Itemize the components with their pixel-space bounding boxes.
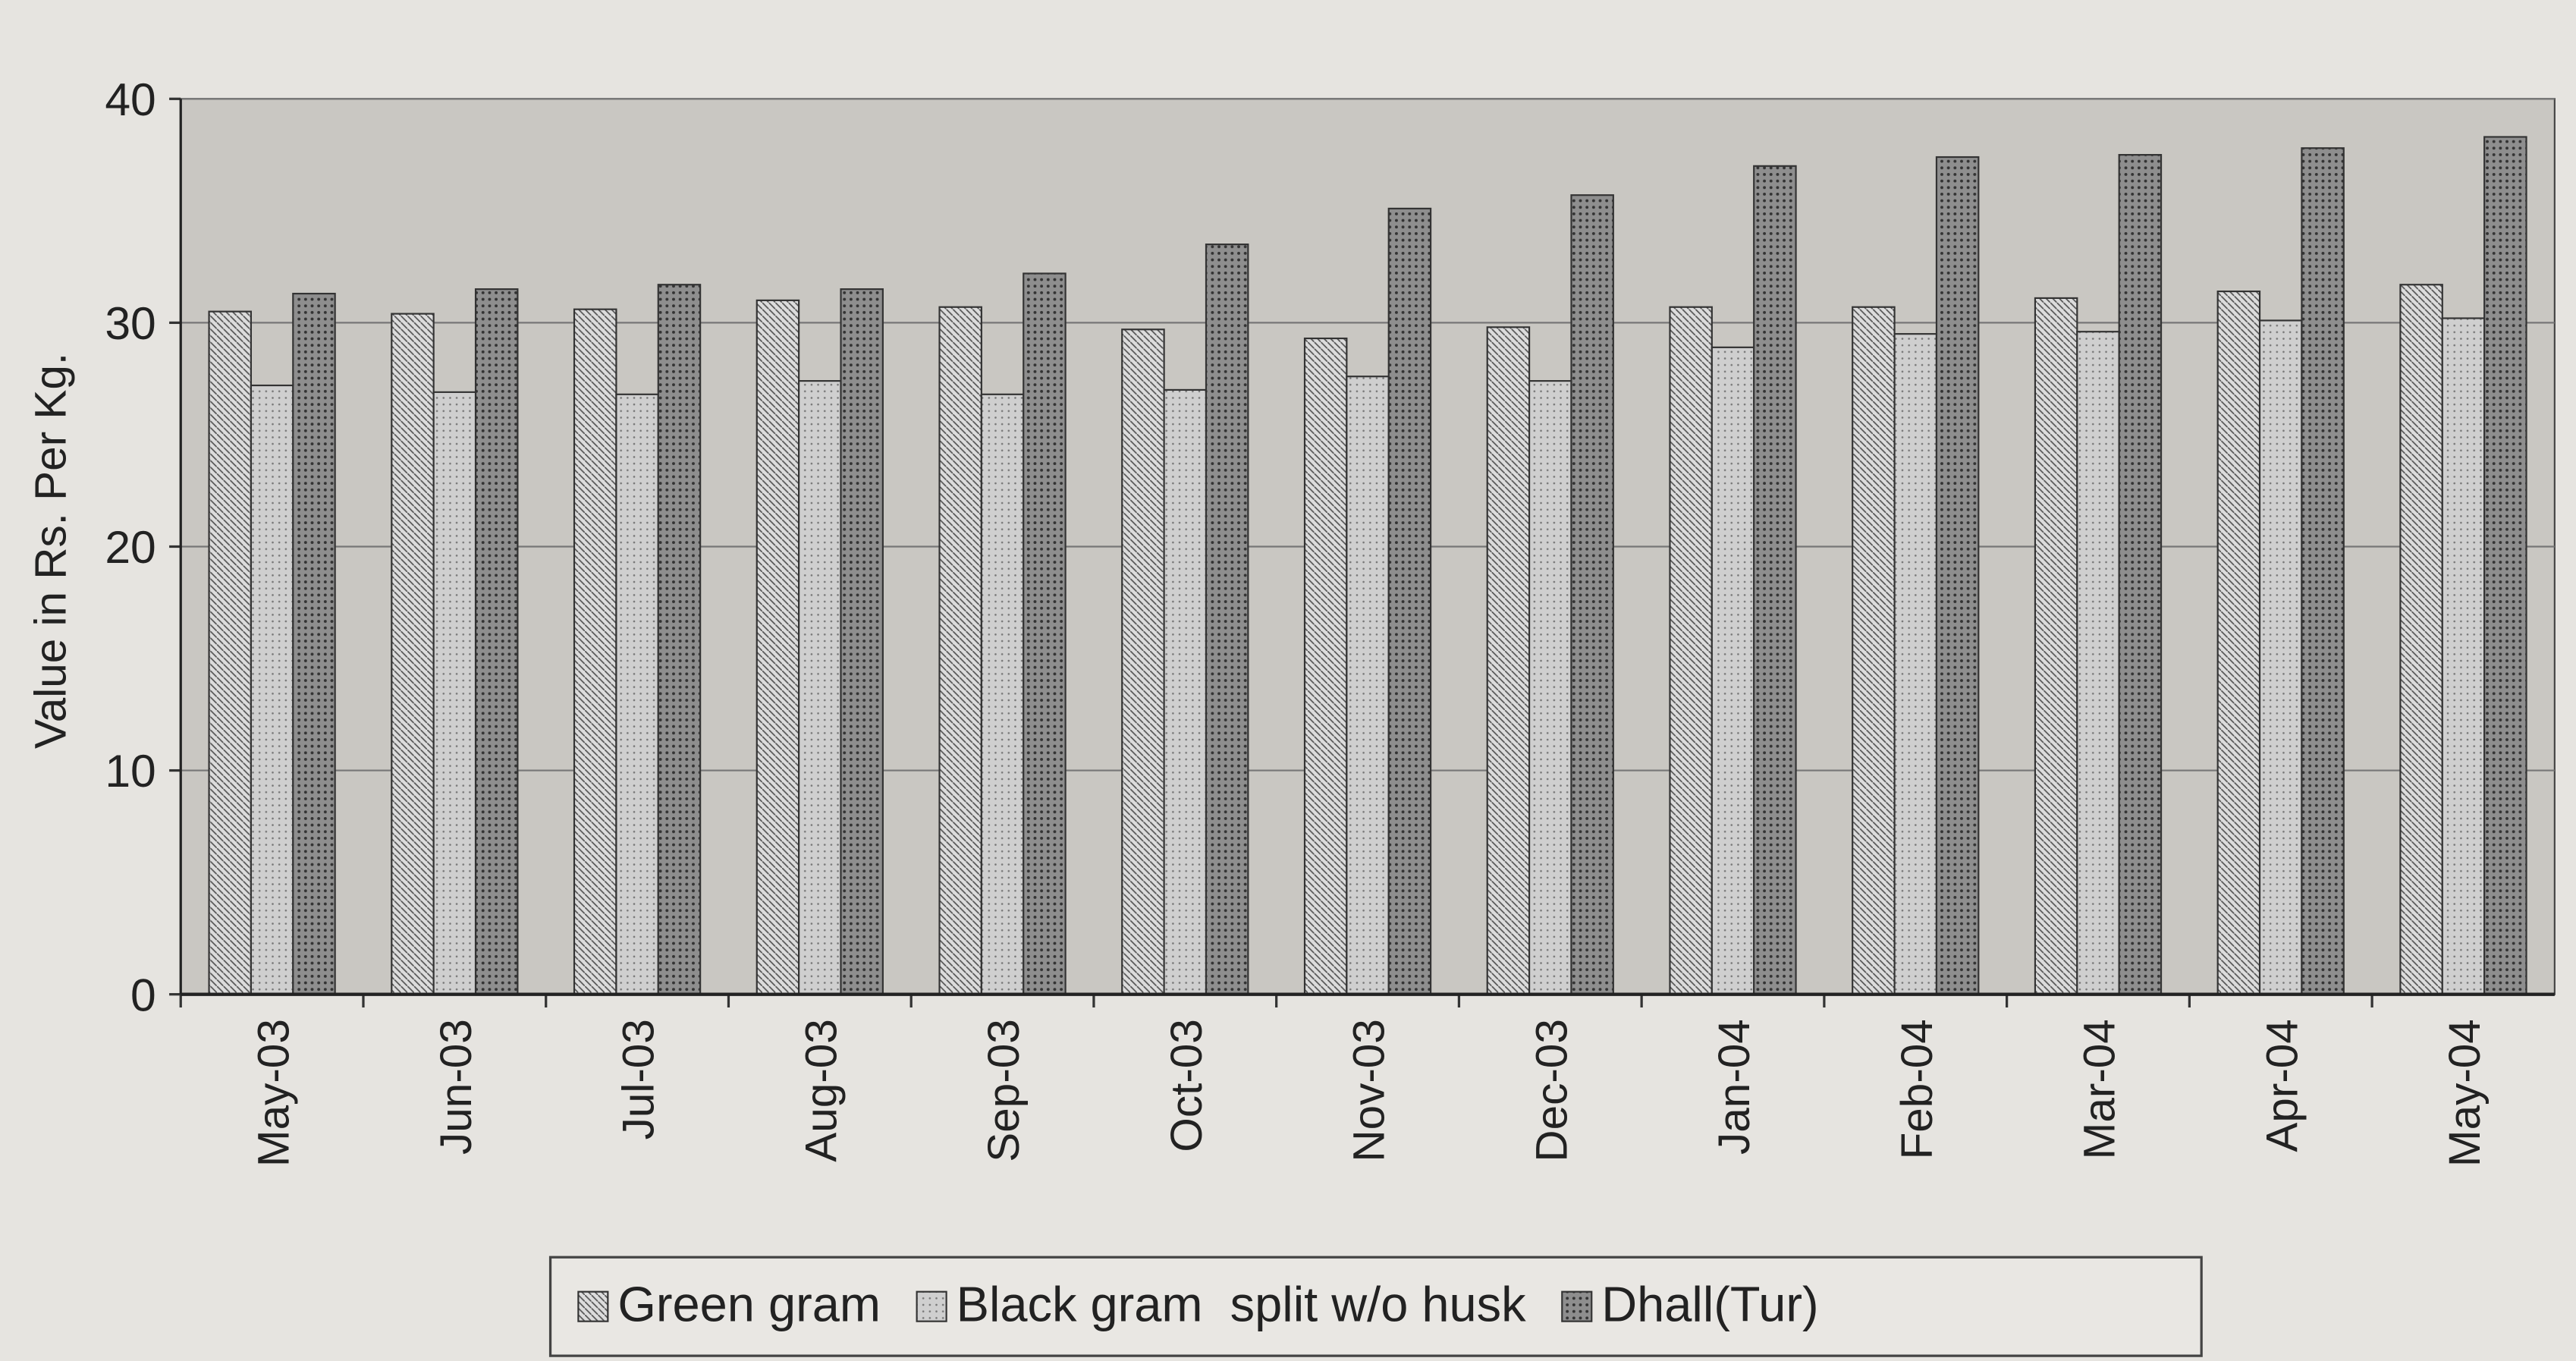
legend-swatch — [916, 1290, 947, 1322]
bar — [1669, 306, 1713, 995]
bar — [1205, 244, 1249, 995]
x-tick-label: Dec-03 — [1527, 1019, 1576, 1161]
bar — [292, 292, 336, 995]
x-tick-label: May-04 — [2440, 1019, 2490, 1167]
bar — [798, 380, 842, 995]
bar — [615, 393, 659, 995]
x-tick-label: Jan-04 — [1710, 1019, 1759, 1155]
bar — [1753, 165, 1797, 995]
bar — [938, 306, 982, 995]
bar — [2441, 317, 2486, 995]
bar — [2301, 147, 2345, 995]
bar — [2034, 297, 2078, 995]
legend-swatch — [577, 1290, 609, 1322]
y-tick-label: 30 — [105, 297, 156, 349]
bar — [2258, 319, 2303, 995]
y-axis-label: Value in Rs. Per Kg. — [27, 353, 76, 749]
x-tick-label: Oct-03 — [1162, 1019, 1211, 1152]
bar — [1935, 156, 1980, 995]
bar — [391, 313, 435, 995]
bar — [1163, 388, 1208, 995]
x-tick-label: Mar-04 — [2075, 1019, 2125, 1159]
bar — [432, 391, 477, 995]
bar — [1023, 272, 1067, 995]
bar — [208, 310, 253, 995]
bar — [657, 284, 702, 995]
bar — [1893, 333, 1938, 995]
bar — [756, 299, 800, 995]
bar — [1711, 346, 1755, 995]
bar — [1121, 328, 1165, 995]
y-tick-label: 0 — [130, 969, 156, 1020]
x-tick-label: May-03 — [249, 1019, 298, 1167]
bar — [840, 288, 884, 995]
x-tick-label: Feb-04 — [1893, 1019, 1942, 1159]
y-tick-label: 10 — [105, 745, 156, 797]
legend-label: Dhall(Tur) — [1601, 1277, 1818, 1332]
bar — [1486, 326, 1531, 995]
bar — [2118, 153, 2163, 995]
bar — [250, 384, 294, 995]
bar — [474, 288, 519, 995]
x-tick-label: Jun-03 — [432, 1019, 481, 1155]
bar — [1346, 376, 1390, 995]
bar — [2076, 331, 2120, 995]
x-tick-label: Apr-04 — [2257, 1019, 2307, 1152]
legend-label: Green gram — [617, 1277, 881, 1332]
y-tick-label: 40 — [105, 74, 156, 125]
bar — [1303, 337, 1348, 995]
bar — [573, 308, 617, 995]
bar — [2399, 284, 2443, 995]
x-tick-label: Aug-03 — [796, 1019, 846, 1162]
y-tick-label: 20 — [105, 521, 156, 573]
bar — [1852, 306, 1896, 995]
bar — [1570, 194, 1614, 995]
bar — [1528, 380, 1572, 995]
bar — [980, 393, 1025, 995]
x-tick-label: Nov-03 — [1345, 1019, 1394, 1161]
x-tick-label: Sep-03 — [979, 1019, 1029, 1162]
bar — [1387, 207, 1432, 995]
x-tick-label: Jul-03 — [614, 1019, 664, 1139]
legend-swatch — [1561, 1290, 1593, 1322]
legend-box — [548, 1256, 2203, 1357]
bar — [2216, 290, 2261, 995]
legend-label: Black gram split w/o husk — [957, 1277, 1527, 1332]
bar — [2483, 136, 2527, 995]
